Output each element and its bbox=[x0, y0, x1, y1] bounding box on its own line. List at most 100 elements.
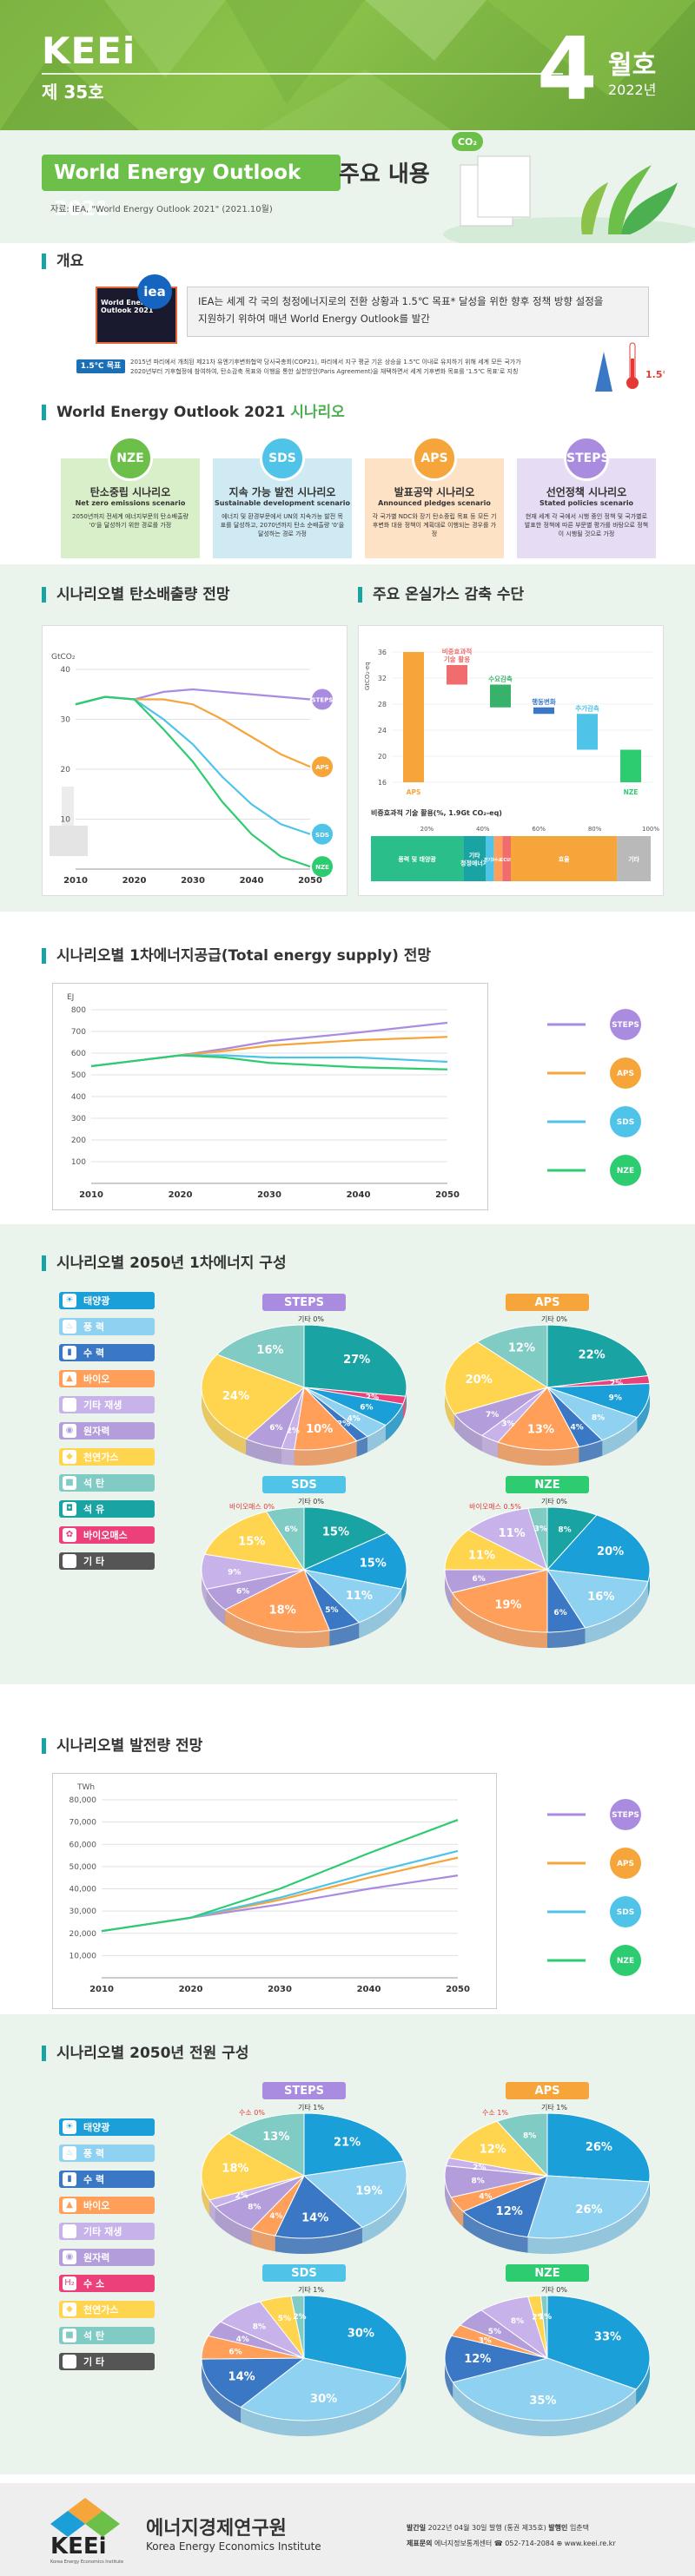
pie-slice bbox=[444, 2335, 548, 2383]
pie-slice-label: 4% bbox=[571, 1423, 584, 1432]
pie-extra-label-2: 수소 0% bbox=[239, 2109, 265, 2117]
pie-slice-label: 18% bbox=[269, 1604, 296, 1617]
coal-icon: ■ bbox=[63, 1476, 76, 1490]
series-end-badge bbox=[312, 856, 333, 878]
emissions-title: 시나리오별 탄소배출량 전망 bbox=[42, 587, 230, 603]
scenario-badge: APS bbox=[412, 436, 457, 481]
pie-slice-label: 8% bbox=[592, 1414, 605, 1423]
month-label: 월호 bbox=[608, 50, 657, 81]
legend-item-label: 기타 재생 bbox=[83, 2226, 122, 2237]
pie-title-pill bbox=[506, 1294, 589, 1311]
x-tick-label: 2050 bbox=[435, 1190, 460, 1200]
y-tick-label: 28 bbox=[378, 701, 387, 708]
pie-slice-label: 15% bbox=[322, 1525, 349, 1538]
pub-value: 2022년 04월 30일 발행 (통권 제35호) bbox=[427, 2524, 546, 2532]
pie-slice-label: 8% bbox=[558, 1526, 571, 1535]
legend-item-wind: ♨ 풍 력 bbox=[59, 1318, 155, 1335]
pie-slice-label: 33% bbox=[594, 2331, 621, 2344]
pie-slice-label: 11% bbox=[468, 1549, 495, 1562]
pie-slice-label: 8% bbox=[253, 2322, 266, 2331]
pie-slice bbox=[467, 1507, 548, 1571]
x-tick-label: 2030 bbox=[181, 876, 205, 886]
legend-item-label: 태양광 bbox=[83, 2122, 110, 2133]
pie-extra-label-2: 수소 1% bbox=[482, 2109, 508, 2117]
pie-slice-label: 4% bbox=[236, 2336, 249, 2344]
waterfall-label: 수요감축 bbox=[488, 675, 513, 683]
pie-slice bbox=[224, 1569, 331, 1633]
pie-slice-label: 8% bbox=[248, 2203, 261, 2211]
tech-tick: 80% bbox=[588, 826, 602, 833]
y-tick-label: 50,000 bbox=[70, 1863, 97, 1872]
pie-slice bbox=[451, 1569, 548, 1633]
pie-slice-label: 2% bbox=[337, 1420, 350, 1428]
pie-slice-side bbox=[445, 2176, 452, 2213]
source-note: 자료: IEA, "World Energy Outlook 2021" (20… bbox=[50, 205, 273, 214]
scenario-card-aps: APS 발표공약 시나리오 Announced pledges scenario 각 … bbox=[365, 436, 504, 558]
footer-logo-sub: Korea Energy Economics Institute bbox=[50, 2560, 124, 2565]
issue-number: 제 35호 bbox=[42, 82, 104, 102]
y-tick-label: 60,000 bbox=[70, 1841, 97, 1849]
y-tick-label: 32 bbox=[378, 675, 387, 682]
waterfall-bar bbox=[577, 714, 598, 750]
tech-segment bbox=[463, 836, 486, 881]
y-tick-label: 300 bbox=[71, 1115, 86, 1123]
legend-item-label: 바이오매스 bbox=[83, 1530, 128, 1541]
pie-slice-label: 4% bbox=[269, 2212, 282, 2221]
nuclear-icon: ◉ bbox=[63, 1424, 76, 1438]
pie-slice-side bbox=[225, 1609, 330, 1648]
tech-segment-label: 전기화 bbox=[484, 857, 496, 863]
legend-label: STEPS bbox=[612, 1811, 639, 1820]
website-link[interactable]: ⊕ www.keei.re.kr bbox=[556, 2540, 616, 2547]
series-end-badge bbox=[312, 756, 333, 778]
overview-line1: IEA는 세계 각 국의 청정에너지로의 전환 상황과 1.5℃ 목표* 달성을… bbox=[198, 295, 604, 307]
pie-slice-side bbox=[359, 1589, 402, 1638]
pie-slice-side bbox=[402, 1396, 406, 1420]
y-unit: GtCO₂ bbox=[51, 653, 76, 662]
x-tick-label: 2010 bbox=[79, 1190, 103, 1200]
scenario-name: 선언정책 시나리오 bbox=[546, 486, 627, 498]
pie-slice-side bbox=[246, 1439, 282, 1465]
pie-title-pill bbox=[262, 1294, 346, 1311]
waterfall-label: 행동변화 bbox=[532, 697, 556, 706]
series-line-sds bbox=[75, 695, 311, 835]
publisher-label: 발행인 bbox=[548, 2524, 568, 2532]
power-title: 시나리오별 2050년 전원 구성 bbox=[42, 2046, 248, 2061]
legend-label: APS bbox=[617, 1070, 634, 1078]
legend-badge-aps bbox=[610, 1057, 641, 1089]
pie-slice bbox=[302, 2160, 407, 2228]
pie-slice bbox=[215, 1324, 305, 1388]
pie-slice-label: 12% bbox=[480, 2143, 506, 2156]
x-tick-label: 2040 bbox=[240, 876, 264, 886]
pie-slice bbox=[303, 1506, 388, 1571]
legend-item-wind: ♨ 풍 력 bbox=[59, 2144, 155, 2162]
pie-slice-label: 16% bbox=[587, 1591, 614, 1604]
tech-tick: 40% bbox=[476, 826, 490, 833]
hero-illustration: CO₂ bbox=[443, 132, 695, 243]
pie-title-pill bbox=[262, 1476, 346, 1493]
legend-item-label: 풍 력 bbox=[83, 1321, 105, 1333]
waterfall-label: APS bbox=[407, 788, 421, 796]
pie-slice-side bbox=[445, 1387, 455, 1430]
legend-item-label: 수 소 bbox=[83, 2278, 105, 2289]
legend-item-label: 기 타 bbox=[83, 2356, 105, 2368]
pie-slice-label: 8% bbox=[523, 2132, 536, 2141]
legend-badge-nze bbox=[610, 1945, 641, 1976]
waterfall-label: 비중효과적 bbox=[442, 647, 473, 656]
pie-slice bbox=[302, 1532, 407, 1590]
legend-item-label: 기 타 bbox=[83, 1556, 105, 1567]
pie-slice-side bbox=[585, 1581, 648, 1644]
pie-slice-side bbox=[385, 1404, 403, 1441]
pie-title: STEPS bbox=[284, 2085, 324, 2098]
tech-segment-label: 풍력 및 태양광 bbox=[398, 855, 436, 863]
pie-slice-label: 19% bbox=[494, 1598, 521, 1611]
pie-title-pill bbox=[506, 2264, 589, 2282]
series-line-nze bbox=[90, 1054, 448, 1071]
biomass-icon: ✿ bbox=[63, 1528, 76, 1542]
pie-slice-side bbox=[294, 1440, 357, 1466]
tech-segment bbox=[617, 836, 651, 881]
x-tick-label: 2010 bbox=[89, 1985, 114, 1994]
pie-title: APS bbox=[535, 2085, 560, 2098]
legend-item-coal: ■ 석 탄 bbox=[59, 2327, 155, 2344]
legend-item-bio: ▲ 바이오 bbox=[59, 2197, 155, 2214]
pie-slice bbox=[496, 2112, 548, 2177]
